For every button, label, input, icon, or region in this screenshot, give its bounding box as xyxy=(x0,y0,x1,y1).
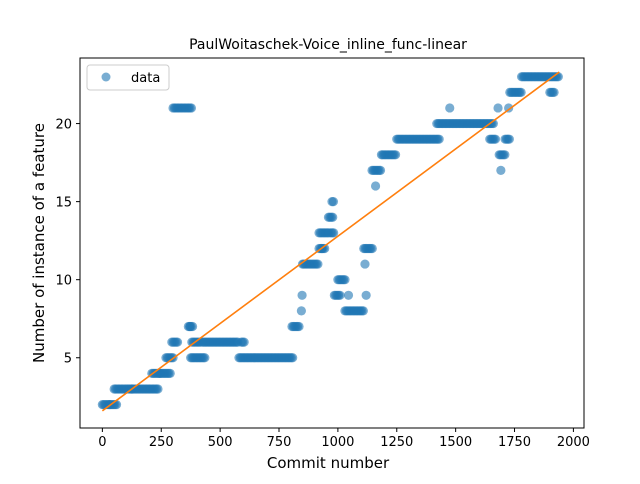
data-point xyxy=(361,290,371,300)
data-point xyxy=(200,353,210,363)
data-point xyxy=(358,306,368,316)
data-point xyxy=(340,275,350,285)
data-point xyxy=(343,290,354,300)
x-tick-label: 1750 xyxy=(498,435,531,450)
axes-frame xyxy=(79,57,585,429)
data-point xyxy=(186,103,196,113)
legend: data xyxy=(86,64,170,91)
fit-line xyxy=(101,71,560,412)
data-point xyxy=(496,165,506,176)
data-point xyxy=(488,118,498,129)
data-point xyxy=(490,134,501,144)
data-point xyxy=(504,103,514,113)
x-axis-label: Commit number xyxy=(267,454,390,472)
data-point xyxy=(296,306,306,316)
data-point xyxy=(294,321,304,332)
legend-box xyxy=(86,64,170,91)
y-tick-label: 10 xyxy=(55,274,72,289)
data-point xyxy=(445,103,455,113)
x-tick-label: 1000 xyxy=(321,435,354,450)
data-point xyxy=(165,368,175,378)
x-tick-label: 1500 xyxy=(439,435,472,450)
y-axis-label: Number of instance of a feature xyxy=(30,123,48,363)
data-point xyxy=(367,243,377,254)
data-point xyxy=(288,353,298,363)
data-point xyxy=(516,87,526,97)
data-point xyxy=(360,259,370,269)
x-tick-label: 0 xyxy=(98,435,106,450)
y-tick-label: 20 xyxy=(55,118,72,133)
data-point xyxy=(370,181,381,191)
data-point xyxy=(335,290,345,300)
x-tick-label: 2000 xyxy=(557,435,590,450)
data-point xyxy=(434,134,444,144)
plot-marks xyxy=(97,71,563,412)
data-point xyxy=(328,212,338,222)
data-point xyxy=(153,384,163,394)
data-point xyxy=(172,337,183,347)
legend-data-marker xyxy=(101,72,111,82)
data-point xyxy=(313,259,323,269)
axes-layer: 0 250 500 750 1000 1250 1500 1750 2000 5 10 15 20 xyxy=(55,57,590,450)
data-point xyxy=(375,165,386,176)
data-point xyxy=(297,290,307,300)
data-point xyxy=(297,259,308,269)
chart-title: PaulWoitaschek-Voice_inline_func-linear xyxy=(189,37,467,53)
y-tick-label: 5 xyxy=(64,352,72,367)
data-point xyxy=(239,337,249,347)
data-point xyxy=(549,87,559,97)
legend-data-label: data xyxy=(131,71,160,86)
data-point xyxy=(329,228,339,238)
y-tick-label: 15 xyxy=(55,196,72,211)
data-point xyxy=(493,103,503,113)
data-point xyxy=(185,321,195,332)
x-tick-label: 1250 xyxy=(380,435,413,450)
x-tick-label: 250 xyxy=(149,435,174,450)
data-point xyxy=(390,150,401,160)
x-tick-label: 750 xyxy=(267,435,292,450)
x-tick-label: 500 xyxy=(208,435,233,450)
data-point xyxy=(328,197,339,207)
data-point xyxy=(500,150,510,160)
data-point xyxy=(504,134,514,144)
